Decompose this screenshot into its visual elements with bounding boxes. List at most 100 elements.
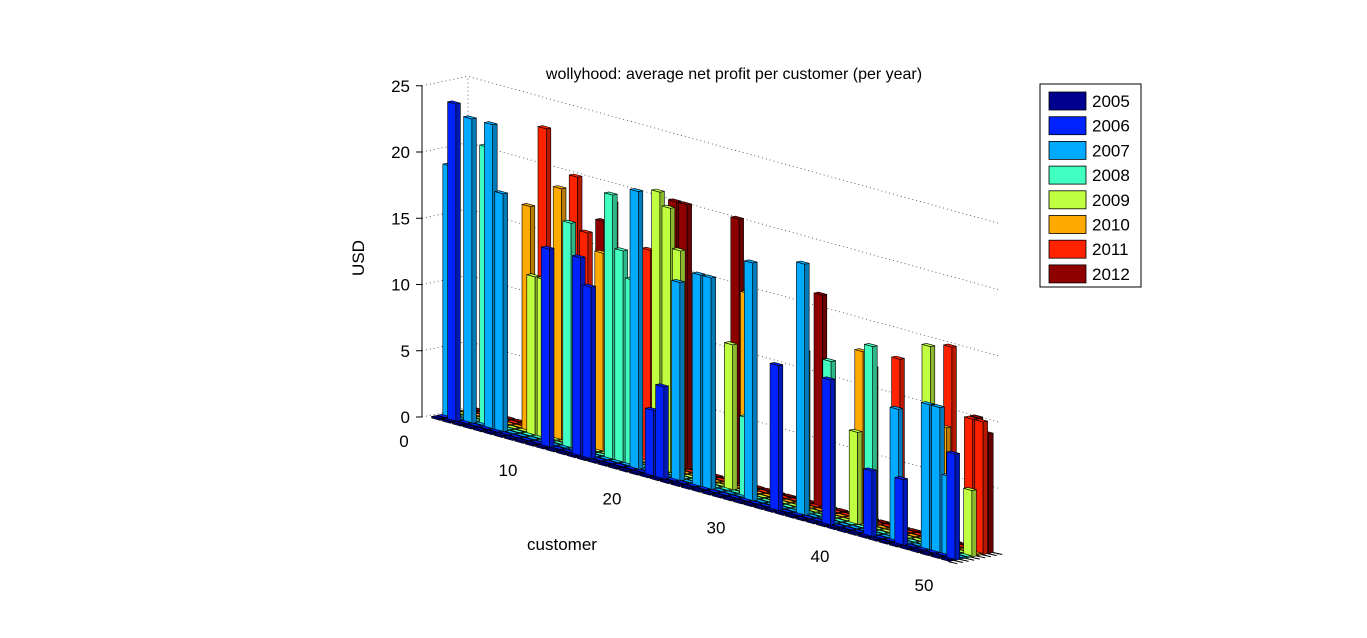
bar-2005-customer-42 bbox=[857, 533, 872, 539]
bar-2007-customer-35 bbox=[796, 260, 810, 517]
legend-swatch-2005 bbox=[1048, 91, 1087, 111]
bar-top-face bbox=[598, 456, 612, 461]
bar-top-face bbox=[849, 428, 863, 433]
bar-top-face bbox=[782, 493, 796, 498]
legend: 2005 2006 2007 2008 2009 2010 2011 2012 bbox=[1039, 83, 1142, 288]
bar-top-face bbox=[906, 533, 920, 538]
bar-front-face bbox=[813, 292, 823, 508]
bar-top-face bbox=[457, 419, 471, 424]
bar-top-face bbox=[678, 201, 692, 206]
bar-top-face bbox=[868, 536, 882, 541]
bar-side-face bbox=[663, 385, 669, 481]
bar-top-face bbox=[649, 475, 663, 480]
bar-top-face bbox=[551, 445, 565, 450]
bar-front-face bbox=[552, 186, 562, 441]
bar-top-face bbox=[608, 464, 622, 469]
bar-top-face bbox=[447, 100, 461, 105]
bar-front-face bbox=[702, 275, 712, 491]
bar-top-face bbox=[774, 510, 788, 515]
bar-top-face bbox=[463, 115, 477, 120]
bar-2005-customer-19 bbox=[618, 467, 632, 473]
bar-top-face bbox=[624, 465, 638, 470]
bar-top-face bbox=[553, 185, 567, 190]
bar-2006-customer-11 bbox=[540, 245, 555, 449]
bar-top-face bbox=[697, 486, 711, 490]
bar-front-face bbox=[920, 402, 930, 551]
bar-top-face bbox=[521, 431, 535, 436]
bar-front-face bbox=[848, 429, 858, 526]
legend-swatch-2010 bbox=[1048, 215, 1087, 234]
bar-2005-customer-35 bbox=[784, 513, 799, 519]
bar-2005-customer-1 bbox=[431, 415, 445, 421]
bar-top-face bbox=[874, 529, 888, 534]
bar-top-face bbox=[441, 418, 455, 422]
bar-top-face bbox=[920, 550, 934, 555]
bar-top-face bbox=[730, 215, 744, 220]
bar-top-face bbox=[847, 530, 861, 535]
bar-front-face bbox=[447, 101, 457, 423]
bar-front-face bbox=[821, 377, 831, 527]
legend-swatch-2008 bbox=[1048, 165, 1087, 185]
z-tick-label: 10 bbox=[391, 276, 410, 295]
bar-top-face bbox=[609, 458, 623, 463]
bar-2005-customer-50 bbox=[940, 556, 955, 562]
bar-2007-customer-3 bbox=[463, 115, 477, 425]
bar-side-face bbox=[857, 431, 863, 526]
z-tick-label: 5 bbox=[401, 342, 410, 361]
bar-top-face bbox=[834, 507, 848, 512]
y-tick-mark bbox=[959, 558, 969, 562]
x-tick-label: 20 bbox=[603, 490, 622, 509]
bar-2006-customer-22 bbox=[655, 383, 669, 481]
legend-label-2008: 2008 bbox=[1092, 166, 1130, 185]
bar-top-face bbox=[556, 449, 570, 454]
bar-top-face bbox=[651, 188, 665, 193]
bar-side-face bbox=[455, 102, 461, 423]
bar-top-face bbox=[493, 432, 507, 437]
y-tick-mark bbox=[948, 561, 958, 565]
bar-front-face bbox=[931, 404, 941, 554]
bar-front-face bbox=[769, 362, 779, 512]
bar-front-face bbox=[963, 487, 973, 558]
bar-2005-customer-38 bbox=[816, 521, 830, 528]
bar-side-face bbox=[804, 262, 810, 517]
bar-top-face bbox=[618, 467, 632, 471]
bar-top-face bbox=[889, 405, 903, 410]
bars-layer bbox=[431, 100, 994, 562]
bar-2006-customer-45 bbox=[894, 476, 908, 547]
y-tick-mark bbox=[981, 554, 992, 558]
bar-front-face bbox=[692, 272, 702, 488]
bar-top-face bbox=[899, 544, 913, 549]
z-tick-label: 20 bbox=[391, 143, 410, 162]
bar-2006-customer-33 bbox=[769, 362, 784, 512]
bar-2005-customer-26 bbox=[691, 487, 705, 493]
bar-2006-customer-38 bbox=[821, 376, 836, 527]
bar-top-face bbox=[957, 552, 971, 557]
bar-top-face bbox=[707, 488, 721, 493]
y-tick-mark bbox=[993, 552, 1003, 555]
bar-top-face bbox=[515, 433, 529, 437]
bar-top-face bbox=[701, 490, 715, 494]
bar-top-face bbox=[499, 431, 513, 436]
bar-top-face bbox=[722, 495, 736, 500]
bar-front-face bbox=[540, 246, 550, 449]
bar-top-face bbox=[604, 191, 618, 196]
bar-front-face bbox=[629, 188, 639, 471]
bar-top-face bbox=[535, 443, 549, 448]
bar-2007-customer-23 bbox=[671, 279, 685, 482]
bar-2005-customer-48 bbox=[920, 550, 934, 557]
bar-front-face bbox=[463, 116, 473, 425]
bar-top-face bbox=[569, 173, 583, 178]
bar-top-face bbox=[930, 553, 944, 558]
bar-side-face bbox=[971, 489, 977, 558]
bar-top-face bbox=[668, 198, 682, 203]
bar-top-face bbox=[805, 518, 819, 523]
bar-top-face bbox=[743, 501, 757, 506]
bar-top-face bbox=[875, 524, 889, 529]
bar-top-face bbox=[826, 524, 840, 529]
bar-top-face bbox=[808, 503, 822, 508]
bar-2005-customer-4 bbox=[462, 423, 476, 430]
y-tick-mark bbox=[953, 560, 964, 564]
bar-top-face bbox=[921, 401, 935, 406]
bar-2005-customer-34 bbox=[774, 510, 788, 516]
